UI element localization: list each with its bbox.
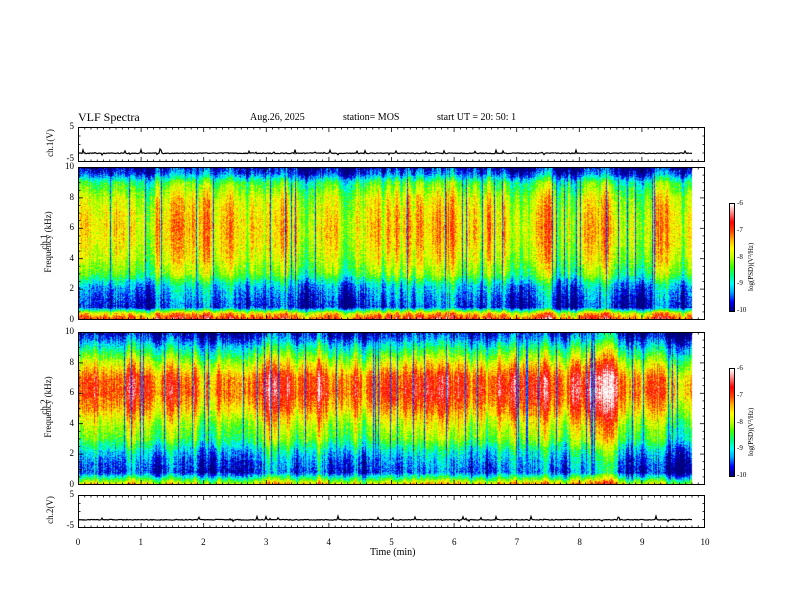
ch2-spectrogram: [78, 332, 705, 485]
ch1-colorbar-tick--7: -7: [737, 225, 743, 234]
x-axis-label: Time (min): [370, 547, 416, 558]
ch2-colorbar-tick--8: -8: [737, 417, 743, 426]
ch2-colorbar-tick--10: -10: [737, 471, 747, 479]
ch1-volt-tick-top: 5: [69, 121, 75, 131]
x-tick-label-5: 5: [389, 537, 394, 547]
x-tick-label-6: 6: [451, 537, 457, 547]
ch1-colorbar-label: log(PSD)(V²/Hz): [747, 242, 755, 291]
x-tick-label-1: 1: [138, 537, 143, 547]
ch1-freq-tick-0: 0: [69, 314, 75, 324]
ch2-volt-tick-bottom: -5: [66, 520, 75, 530]
ch1-spectrogram: [78, 167, 705, 320]
ch1-colorbar-tick--6: -6: [737, 199, 743, 207]
ch1-colorbar: [729, 203, 735, 312]
x-tick-label-10: 10: [700, 537, 710, 547]
x-tick-label-0: 0: [75, 537, 81, 547]
panel-frame: [78, 495, 705, 528]
ch2-colorbar-tick--7: -7: [737, 390, 743, 399]
ch1-freq-tick-6: 6: [69, 222, 75, 233]
ch2-freq-tick-0: 0: [69, 479, 75, 489]
ch2-colorbar: [729, 368, 735, 477]
ch2-colorbar-tick--9: -9: [737, 444, 743, 453]
x-tick-label-7: 7: [514, 537, 520, 547]
date-label: Aug.26, 2025: [250, 112, 305, 123]
ch2-colorbar-label: log(PSD)(V²/Hz): [747, 407, 755, 456]
ch2-volt-tick-top: 5: [69, 489, 75, 499]
ch1-freq-tick-4: 4: [69, 252, 75, 263]
station-label: station= MOS: [343, 112, 400, 123]
ch2-freq-tick-8: 8: [69, 356, 75, 367]
waveform-trace: [78, 513, 693, 523]
x-tick-label-3: 3: [263, 537, 269, 547]
ch2-freq-tick-6: 6: [69, 387, 75, 398]
x-tick-label-8: 8: [577, 537, 582, 547]
ch2-freq-tick-4: 4: [69, 417, 75, 428]
chart-title: VLF Spectra: [78, 110, 140, 124]
x-tick-label-9: 9: [640, 537, 645, 547]
ch1-colorbar-tick--8: -8: [737, 252, 743, 261]
ch1-spectrogram-frame: [78, 167, 705, 320]
ch2-colorbar-tick--6: -6: [737, 364, 743, 372]
ch1-colorbar-tick--9: -9: [737, 279, 743, 288]
waveform-trace: [78, 147, 693, 157]
ch2-freq-tick-10: 10: [65, 326, 74, 336]
ch2-freq-tick-2: 2: [69, 448, 75, 459]
ch1-freq-tick-10: 10: [65, 161, 74, 171]
ch1-freq-tick-2: 2: [69, 283, 75, 294]
ch1-volt-tick-bottom: -5: [66, 153, 75, 163]
panel-frame: [78, 167, 705, 320]
ch2-waveform-panel: [78, 495, 705, 528]
ch1-freq-axis-label-2: Frequency (kHz): [43, 211, 53, 273]
panel-frame: [78, 332, 705, 485]
x-tick-label-2: 2: [201, 537, 206, 547]
ch1-freq-tick-8: 8: [69, 191, 75, 202]
ch1-colorbar-tick--10: -10: [737, 306, 747, 314]
ch2-spectrogram-frame: [78, 332, 705, 485]
ch1-waveform-panel: [78, 127, 705, 162]
panel-frame: [78, 127, 705, 162]
start-time-label: start UT = 20: 50: 1: [437, 112, 517, 123]
x-tick-label-4: 4: [326, 537, 332, 547]
ch2-freq-axis-label-2: Frequency (kHz): [43, 376, 53, 438]
